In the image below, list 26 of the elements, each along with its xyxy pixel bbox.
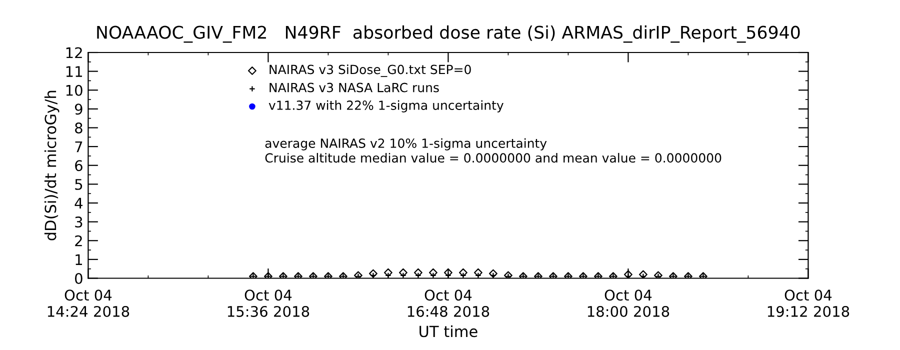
y-tick-label: 9 (74, 104, 82, 115)
legend-label: v11.37 with 22% 1-sigma uncertainty (268, 100, 504, 112)
y-tick-label: 0 (75, 272, 82, 284)
y-tick-label: 10 (66, 84, 82, 96)
chart-title: NOAAAOC_GIV_FM2 N49RF absorbed dose rate (Si) ARMAS_dirIP_Report_56940 (97, 25, 800, 43)
x-tick-label: Oct 04 18:00 2018 (588, 290, 670, 317)
y-tick-label: 3 (75, 216, 82, 228)
legend-label: NAIRAS v3 NASA LaRC runs (270, 82, 439, 92)
y-tick-label: 1 (76, 254, 82, 265)
x-tick-label: Oct 04 15:36 2018 (228, 290, 310, 317)
x-axis-title: UT time (420, 325, 478, 338)
y-tick-label: 5 (75, 179, 82, 190)
y-tick-label: 7 (75, 141, 82, 152)
x-tick-label: Oct 04 19:12 2018 (768, 290, 850, 317)
y-tick-label: 12 (66, 47, 82, 58)
annotation: Cruise altitude median value = 0.0000000 and mean value = 0.0000000 (265, 152, 722, 163)
annotation: average NAIRAS v2 10% 1-sigma uncertainty (265, 138, 547, 150)
y-axis-title: dD(Si)/dt microGy/h (44, 90, 60, 240)
legend-label: NAIRAS v3 SiDose_G0.txt SEP=0 (270, 64, 471, 77)
y-tick-label: 8 (75, 122, 82, 134)
y-tick-label: 11 (66, 66, 82, 77)
y-tick-label: 6 (75, 160, 82, 172)
y-tick-label: 2 (75, 235, 82, 246)
y-tick-label: 4 (74, 198, 83, 209)
x-tick-label: Oct 04 16:48 2018 (408, 290, 490, 317)
x-tick-label: Oct 04 14:24 2018 (48, 290, 130, 317)
